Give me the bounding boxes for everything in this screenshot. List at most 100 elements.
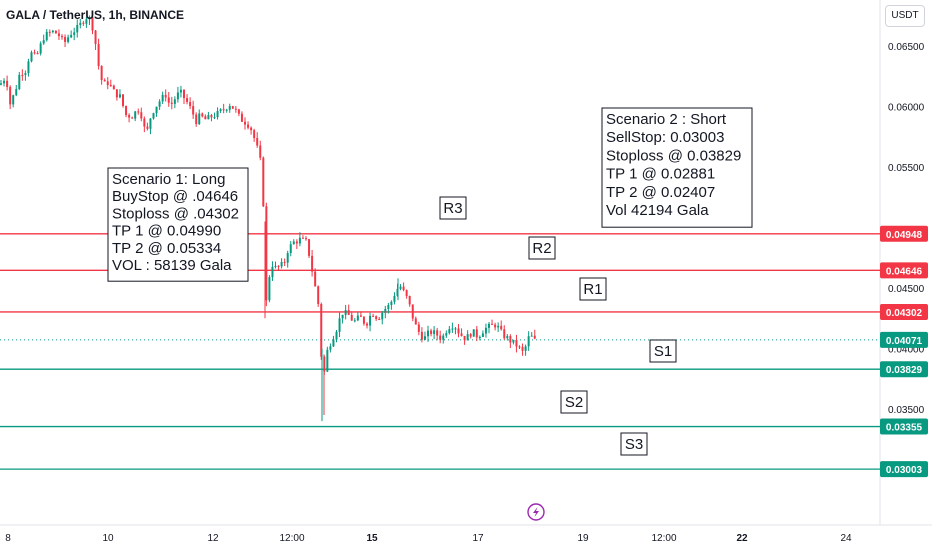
candle [204, 114, 207, 120]
candle-body [488, 323, 490, 328]
candle [277, 265, 280, 271]
candle-body [39, 43, 42, 54]
candle [414, 316, 417, 325]
candle-body [472, 329, 475, 337]
candle [57, 29, 60, 40]
candle-body [298, 237, 301, 244]
candle [408, 295, 411, 307]
scenario-1-line: VOL : 58139 Gala [112, 257, 232, 274]
price-tag-label: 0.03829 [886, 365, 923, 376]
candle-body [33, 52, 36, 54]
candle [442, 333, 445, 344]
candle-body [289, 244, 292, 254]
candle [457, 324, 460, 338]
candle [381, 310, 384, 325]
candle [179, 85, 182, 98]
candle-body [393, 295, 396, 302]
candle [384, 305, 387, 319]
currency-button[interactable]: USDT [885, 5, 925, 27]
candle-body [521, 346, 524, 351]
candle-body [207, 115, 210, 120]
candle-body [457, 328, 460, 334]
candle-body [442, 335, 445, 340]
candle-body [445, 333, 448, 336]
scenario-1-line: Scenario 1: Long [112, 171, 225, 188]
candle-body [527, 336, 530, 347]
candle [344, 304, 347, 320]
candle-body [414, 318, 417, 325]
candle-body [353, 320, 356, 322]
candle-body [433, 330, 436, 334]
price-tag-label: 0.04302 [886, 308, 923, 319]
price-tick-label: 0.03500 [888, 405, 925, 416]
candle [515, 334, 518, 353]
scenario-1-line: BuyStop @ .04646 [112, 188, 238, 205]
price-tags: 0.04948 0.04646 0.04302 0.03829 0.03355 0.030… [880, 225, 928, 478]
candle [222, 103, 225, 114]
candles-layer [0, 14, 536, 422]
candle [128, 113, 131, 123]
level-label-r2[interactable]: R2 [528, 236, 556, 260]
candle-body [350, 314, 353, 321]
candle-body [326, 349, 329, 372]
candle [366, 322, 368, 329]
candle [439, 330, 442, 344]
time-axis[interactable]: 8 10 12 12:00 15 17 19 12:00 22 24 [5, 533, 852, 544]
candle-body [460, 333, 463, 336]
candle [67, 34, 70, 44]
candle [347, 304, 350, 316]
candle [463, 335, 466, 345]
lightning-icon[interactable] [527, 503, 545, 521]
candle-body [402, 286, 405, 291]
candle-body [27, 61, 30, 74]
level-label-s2[interactable]: S2 [560, 390, 588, 414]
level-label-text: S2 [565, 394, 583, 411]
candle [118, 89, 121, 99]
candle-body [158, 101, 161, 107]
candle-body [9, 86, 12, 105]
candle-body [195, 114, 198, 125]
time-tick-label: 10 [102, 533, 114, 544]
candle-body [189, 101, 192, 107]
candle-body [76, 25, 79, 33]
candle [317, 285, 320, 307]
level-label-r3[interactable]: R3 [439, 196, 467, 220]
price-tag-label: 0.04646 [886, 266, 923, 277]
candle [122, 94, 124, 108]
candle-body [204, 116, 207, 120]
candle-body [533, 335, 536, 339]
candle-body [268, 277, 271, 301]
price-tag: 0.03003 [880, 461, 928, 478]
candle-body [430, 330, 433, 334]
candle-body [390, 301, 393, 306]
price-tag-bg [880, 262, 928, 279]
level-label-text: S3 [625, 436, 643, 453]
candle-body [384, 309, 387, 313]
candle [189, 97, 192, 110]
candle-body [219, 109, 222, 111]
candle [240, 111, 243, 122]
candle-body [103, 79, 106, 82]
price-axis[interactable]: 0.06500 0.06000 0.05500 0.04500 0.04000 0.035… [888, 42, 925, 416]
candle [497, 322, 500, 333]
candle-body [271, 266, 274, 278]
candle [265, 202, 268, 307]
candle [213, 112, 216, 120]
level-label-s1[interactable]: S1 [649, 339, 677, 363]
level-label-s3[interactable]: S3 [620, 432, 648, 456]
candle-body [88, 17, 91, 20]
candle-body [122, 94, 124, 106]
level-label-frame [579, 277, 607, 301]
candle [195, 112, 198, 127]
level-label-r1[interactable]: R1 [579, 277, 607, 301]
candle-body [347, 310, 350, 315]
candle-body [51, 30, 54, 33]
candle [82, 20, 85, 26]
candle [268, 275, 271, 303]
candle-body [524, 346, 527, 351]
candle [518, 345, 521, 350]
candle [311, 249, 314, 277]
